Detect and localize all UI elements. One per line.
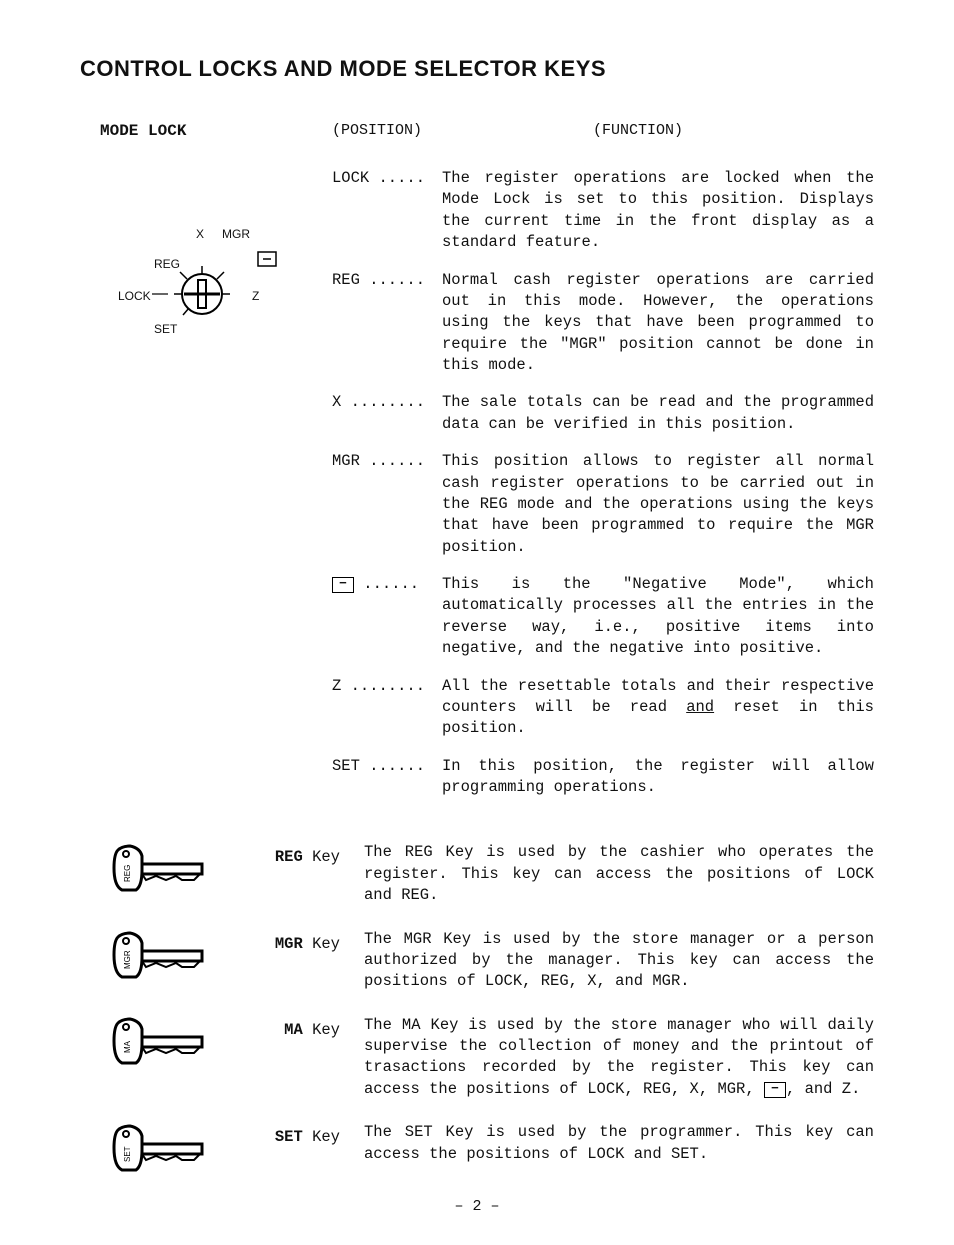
position-row: REG ...... Normal cash register operatio… [332, 270, 894, 377]
key-row: MGR MGR Key The MGR Key is used by the s… [72, 929, 894, 993]
key-icon: MA [72, 1015, 220, 1101]
lock-pos-lock: LOCK [118, 289, 151, 303]
key-icon: SET [72, 1122, 220, 1183]
position-name: REG ...... [332, 270, 442, 377]
key-stamp: MA [123, 1040, 132, 1053]
position-name: − ...... [332, 574, 442, 660]
lock-pos-z: Z [252, 289, 259, 303]
lock-pos-x: X [196, 227, 204, 241]
key-stamp: SET [123, 1146, 132, 1162]
position-description: In this position, the register will allo… [442, 756, 894, 799]
key-icon: MGR [72, 929, 220, 993]
negative-mode-icon: − [332, 577, 354, 593]
position-description: The register operations are locked when … [442, 168, 894, 254]
position-description: Normal cash register operations are carr… [442, 270, 894, 377]
lock-pos-mgr: MGR [222, 227, 250, 241]
keys-section: REG REG Key The REG Key is used by the c… [72, 842, 894, 1183]
key-description: The MA Key is used by the store manager … [364, 1015, 894, 1101]
position-description: This position allows to register all nor… [442, 451, 894, 558]
document-page: CONTROL LOCKS AND MODE SELECTOR KEYS MOD… [0, 0, 954, 1245]
key-row: SET SET Key The SET Key is used by the p… [72, 1122, 894, 1183]
position-row: SET ...... In this position, the registe… [332, 756, 894, 799]
position-description: This is the "Negative Mode", which autom… [442, 574, 894, 660]
key-label: MGR Key [220, 929, 364, 993]
lock-pos-reg: REG [154, 257, 180, 271]
position-row: MGR ...... This position allows to regis… [332, 451, 894, 558]
position-description: The sale totals can be read and the prog… [442, 392, 894, 435]
lock-pos-set: SET [154, 322, 177, 336]
position-row: LOCK ..... The register operations are l… [332, 168, 894, 254]
key-row: MA MA Key The MA Key is used by the stor… [72, 1015, 894, 1101]
page-number: – 2 – [0, 1198, 954, 1215]
key-label: SET Key [220, 1122, 364, 1183]
key-row: REG REG Key The REG Key is used by the c… [72, 842, 894, 906]
position-row: − ...... This is the "Negative Mode", wh… [332, 574, 894, 660]
position-name: LOCK ..... [332, 168, 442, 254]
function-column-header: (FUNCTION) [462, 122, 894, 140]
key-label: MA Key [220, 1015, 364, 1101]
key-description: The SET Key is used by the programmer. T… [364, 1122, 894, 1183]
page-title: CONTROL LOCKS AND MODE SELECTOR KEYS [80, 56, 894, 82]
position-name: MGR ...... [332, 451, 442, 558]
position-column-header: (POSITION) [332, 122, 462, 140]
key-stamp: MGR [123, 950, 132, 969]
key-description: The REG Key is used by the cashier who o… [364, 842, 894, 906]
mode-lock-diagram: X MGR REG LOCK SET Z [112, 224, 332, 357]
position-row: X ........ The sale totals can be read a… [332, 392, 894, 435]
position-description: All the resettable totals and their resp… [442, 676, 894, 740]
position-name: Z ........ [332, 676, 442, 740]
position-name: SET ...... [332, 756, 442, 799]
key-description: The MGR Key is used by the store manager… [364, 929, 894, 993]
key-icon: REG [72, 842, 220, 906]
column-header-row: MODE LOCK (POSITION) (FUNCTION) [72, 122, 894, 140]
negative-mode-icon: − [764, 1082, 786, 1098]
mode-lock-heading: MODE LOCK [100, 122, 186, 140]
key-label: REG Key [220, 842, 364, 906]
position-name: X ........ [332, 392, 442, 435]
positions-list: LOCK ..... The register operations are l… [332, 168, 894, 798]
position-row: Z ........ All the resettable totals and… [332, 676, 894, 740]
key-stamp: REG [123, 865, 132, 882]
